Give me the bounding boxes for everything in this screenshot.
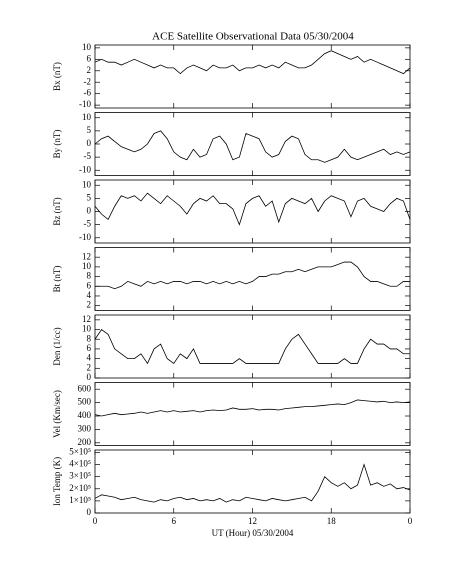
y-axis-label: Bt (nT): [52, 266, 62, 293]
panel-frame: [94, 44, 411, 109]
y-tick-label: -2: [84, 76, 92, 86]
y-tick-label: -6: [84, 88, 92, 98]
y-tick-label: 10: [82, 112, 92, 122]
data-line: [95, 261, 410, 290]
data-line: [94, 399, 411, 417]
y-tick-label: -10: [79, 99, 91, 109]
y-tick-label: 0: [87, 206, 92, 216]
y-tick-label: 8: [87, 271, 92, 281]
x-tick-label: 0: [93, 516, 98, 526]
panel-frame: [94, 112, 411, 176]
y-tick-label: 12: [82, 314, 91, 324]
y-tick-label: -5: [84, 151, 92, 161]
y-tick-label: -10: [79, 232, 91, 242]
y-tick-label: 8: [87, 333, 92, 343]
y-tick-label: 200: [78, 437, 92, 447]
y-tick-label: 10: [82, 42, 92, 52]
y-tick-label: -5: [84, 219, 92, 229]
y-tick-label: 12: [82, 251, 91, 261]
y-tick-label: 600: [78, 383, 92, 393]
y-tick-label: 2: [87, 65, 92, 75]
y-tick-label: 300: [78, 423, 92, 433]
data-line: [94, 50, 411, 75]
chart-title: ACE Satellite Observational Data 05/30/2…: [152, 31, 354, 43]
y-tick-label: 4: [87, 290, 92, 300]
y-axis-label: By (nT): [52, 130, 62, 159]
data-line: [94, 328, 410, 365]
y-tick-label: 10: [82, 179, 92, 189]
y-tick-label: -10: [79, 164, 91, 174]
x-tick-label: 6: [172, 516, 177, 526]
y-tick-label: 10: [82, 261, 92, 271]
panel-frame: [94, 449, 411, 514]
y-tick-label: 0: [87, 138, 92, 148]
y-tick-label: 6: [87, 53, 92, 63]
panel-frame: [94, 179, 411, 244]
y-axis-label: Den (1/cc): [52, 327, 62, 365]
y-tick-label: 400: [78, 410, 92, 420]
x-tick-label: 0: [408, 516, 413, 526]
panel-frame: [94, 382, 411, 446]
y-tick-label: 3×10⁵: [69, 471, 91, 481]
data-line: [94, 463, 411, 503]
panel-frame: [94, 247, 411, 311]
y-axis-label: Bz (nT): [52, 197, 62, 225]
data-line: [94, 192, 411, 226]
y-tick-label: 1×10⁵: [69, 495, 91, 505]
data-line: [94, 130, 411, 163]
y-tick-label: 5×10⁵: [69, 446, 91, 456]
y-tick-label: 4: [87, 353, 92, 363]
y-tick-label: 4×10⁵: [69, 459, 91, 469]
y-tick-label: 0: [87, 372, 92, 382]
x-tick-label: 18: [327, 516, 337, 526]
y-tick-label: 2: [87, 362, 92, 372]
y-tick-label: 10: [82, 324, 92, 334]
y-tick-label: 2×10⁵: [69, 483, 91, 493]
y-tick-label: 6: [87, 343, 92, 353]
y-tick-label: 0: [87, 507, 92, 517]
y-axis-label: Vel (Km/sec): [52, 390, 62, 438]
y-tick-label: 5: [87, 125, 92, 135]
x-tick-label: 12: [248, 516, 257, 526]
y-axis-label: Bx (nT): [52, 62, 62, 91]
panel-frame: [94, 314, 411, 379]
y-tick-label: 6: [87, 280, 92, 290]
y-tick-label: 2: [87, 300, 92, 310]
y-tick-label: 500: [78, 397, 92, 407]
y-tick-label: 5: [87, 192, 92, 202]
x-axis-label: UT (Hour) 05/30/2004: [212, 528, 294, 538]
y-axis-label: Ion Temp (K): [52, 457, 62, 506]
